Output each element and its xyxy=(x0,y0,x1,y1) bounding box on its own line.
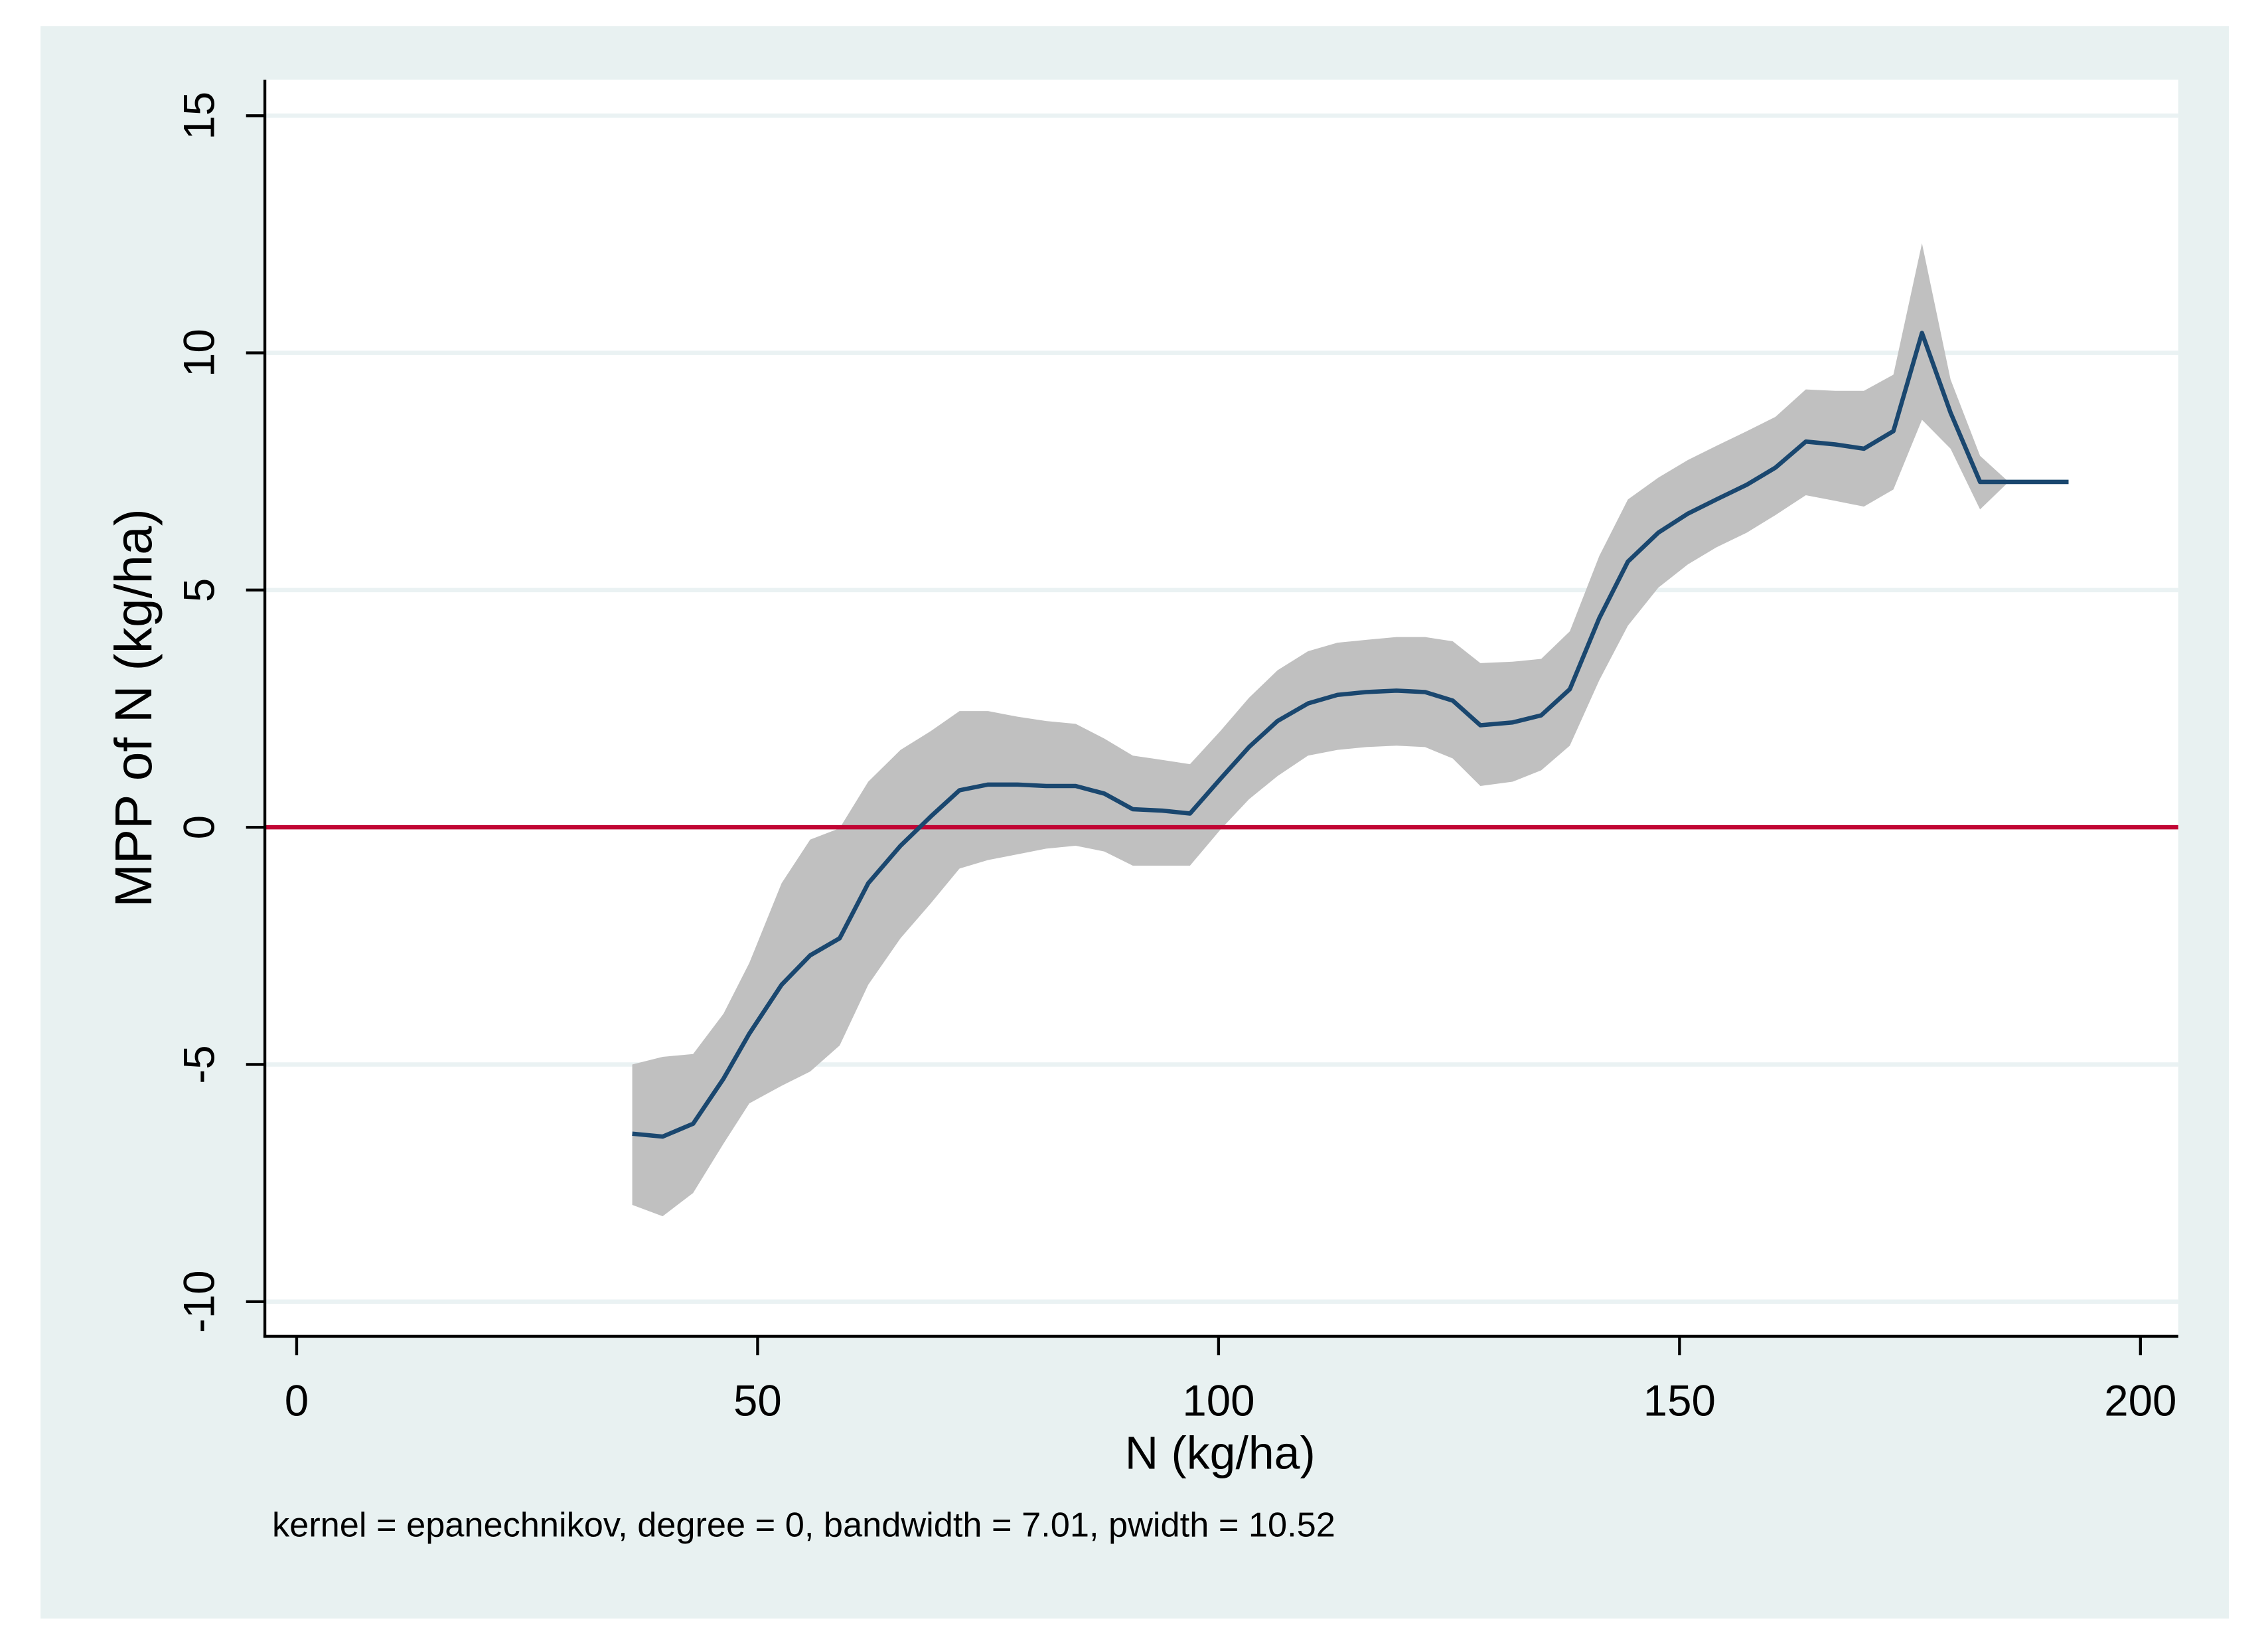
y-tick-label: 0 xyxy=(175,815,224,839)
fit-line xyxy=(632,331,2069,1139)
x-tick-label: 200 xyxy=(2104,1377,2176,1425)
x-tick-label: 150 xyxy=(1643,1377,1716,1425)
x-tick-label: 50 xyxy=(733,1377,782,1425)
confidence-band xyxy=(632,243,2009,1217)
note: kernel = epanechnikov, degree = 0, bandw… xyxy=(272,1506,1335,1545)
y-tick-label: -5 xyxy=(175,1045,224,1083)
marks xyxy=(265,243,2178,1217)
y-tick-label: -10 xyxy=(175,1270,224,1333)
x-axis-title: N (kg/ha) xyxy=(1125,1427,1316,1478)
y-tick-label: 10 xyxy=(175,329,224,377)
x-tick-label: 0 xyxy=(285,1377,309,1425)
y-tick-label: 15 xyxy=(175,92,224,140)
plot-area xyxy=(265,79,2178,1336)
y-tick-label: 5 xyxy=(175,578,224,602)
x-tick-label: 100 xyxy=(1182,1377,1254,1425)
y-axis-title: MPP of N (kg/ha) xyxy=(104,509,163,907)
